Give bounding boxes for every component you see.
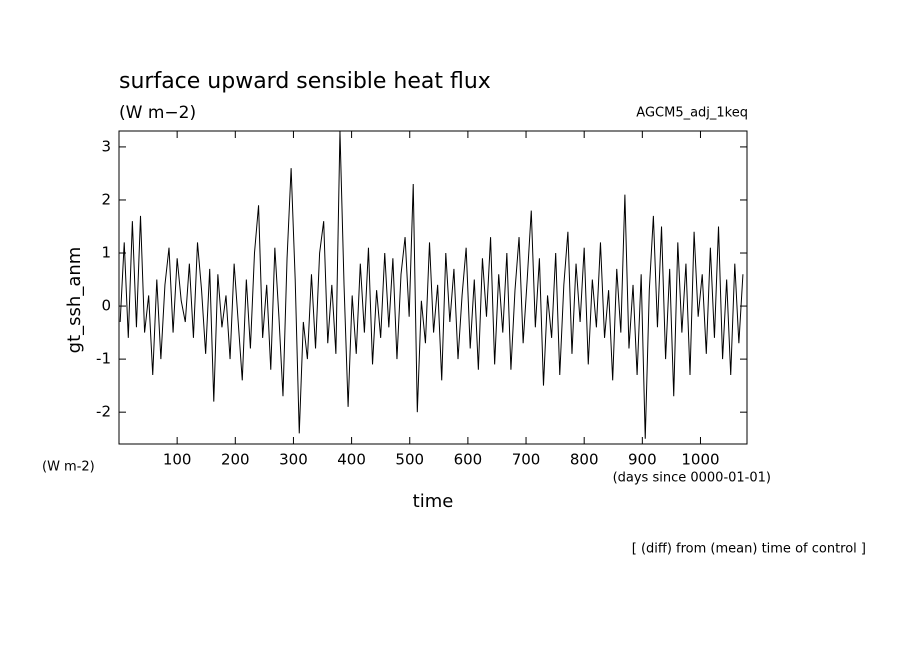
- x-tick-label: 600: [454, 451, 483, 469]
- x-unit: (days since 0000-01-01): [613, 471, 771, 486]
- chart-title: surface upward sensible heat flux: [119, 69, 491, 94]
- x-tick-label: 800: [570, 451, 599, 469]
- run-name: AGCM5_adj_1keq: [636, 106, 748, 121]
- y-tick-label: 1: [101, 244, 111, 262]
- x-tick-label: 700: [512, 451, 541, 469]
- y-tick-label: -2: [96, 403, 111, 421]
- x-tick-label: 900: [628, 451, 657, 469]
- y-axis-label: gt_ssh_anm: [64, 247, 85, 354]
- x-tick-label: 500: [395, 451, 424, 469]
- x-axis-label: time: [413, 491, 454, 512]
- x-tick-label: 200: [221, 451, 250, 469]
- data-line: [119, 130, 744, 439]
- y-tick-label: 3: [101, 137, 111, 155]
- x-tick-label: 400: [337, 451, 366, 469]
- x-tick-label: 300: [279, 451, 308, 469]
- y-tick-label: -1: [96, 350, 111, 368]
- x-tick-label: 1000: [681, 451, 719, 469]
- y-tick-label: 2: [101, 190, 111, 208]
- y-unit: (W m-2): [42, 460, 95, 475]
- footnote: [ (diff) from (mean) time of control ]: [632, 542, 866, 557]
- plot-frame: [118, 130, 748, 445]
- y-tick-label: 0: [101, 297, 111, 315]
- chart-subtitle: (W m−2): [119, 103, 196, 123]
- x-tick-label: 100: [163, 451, 192, 469]
